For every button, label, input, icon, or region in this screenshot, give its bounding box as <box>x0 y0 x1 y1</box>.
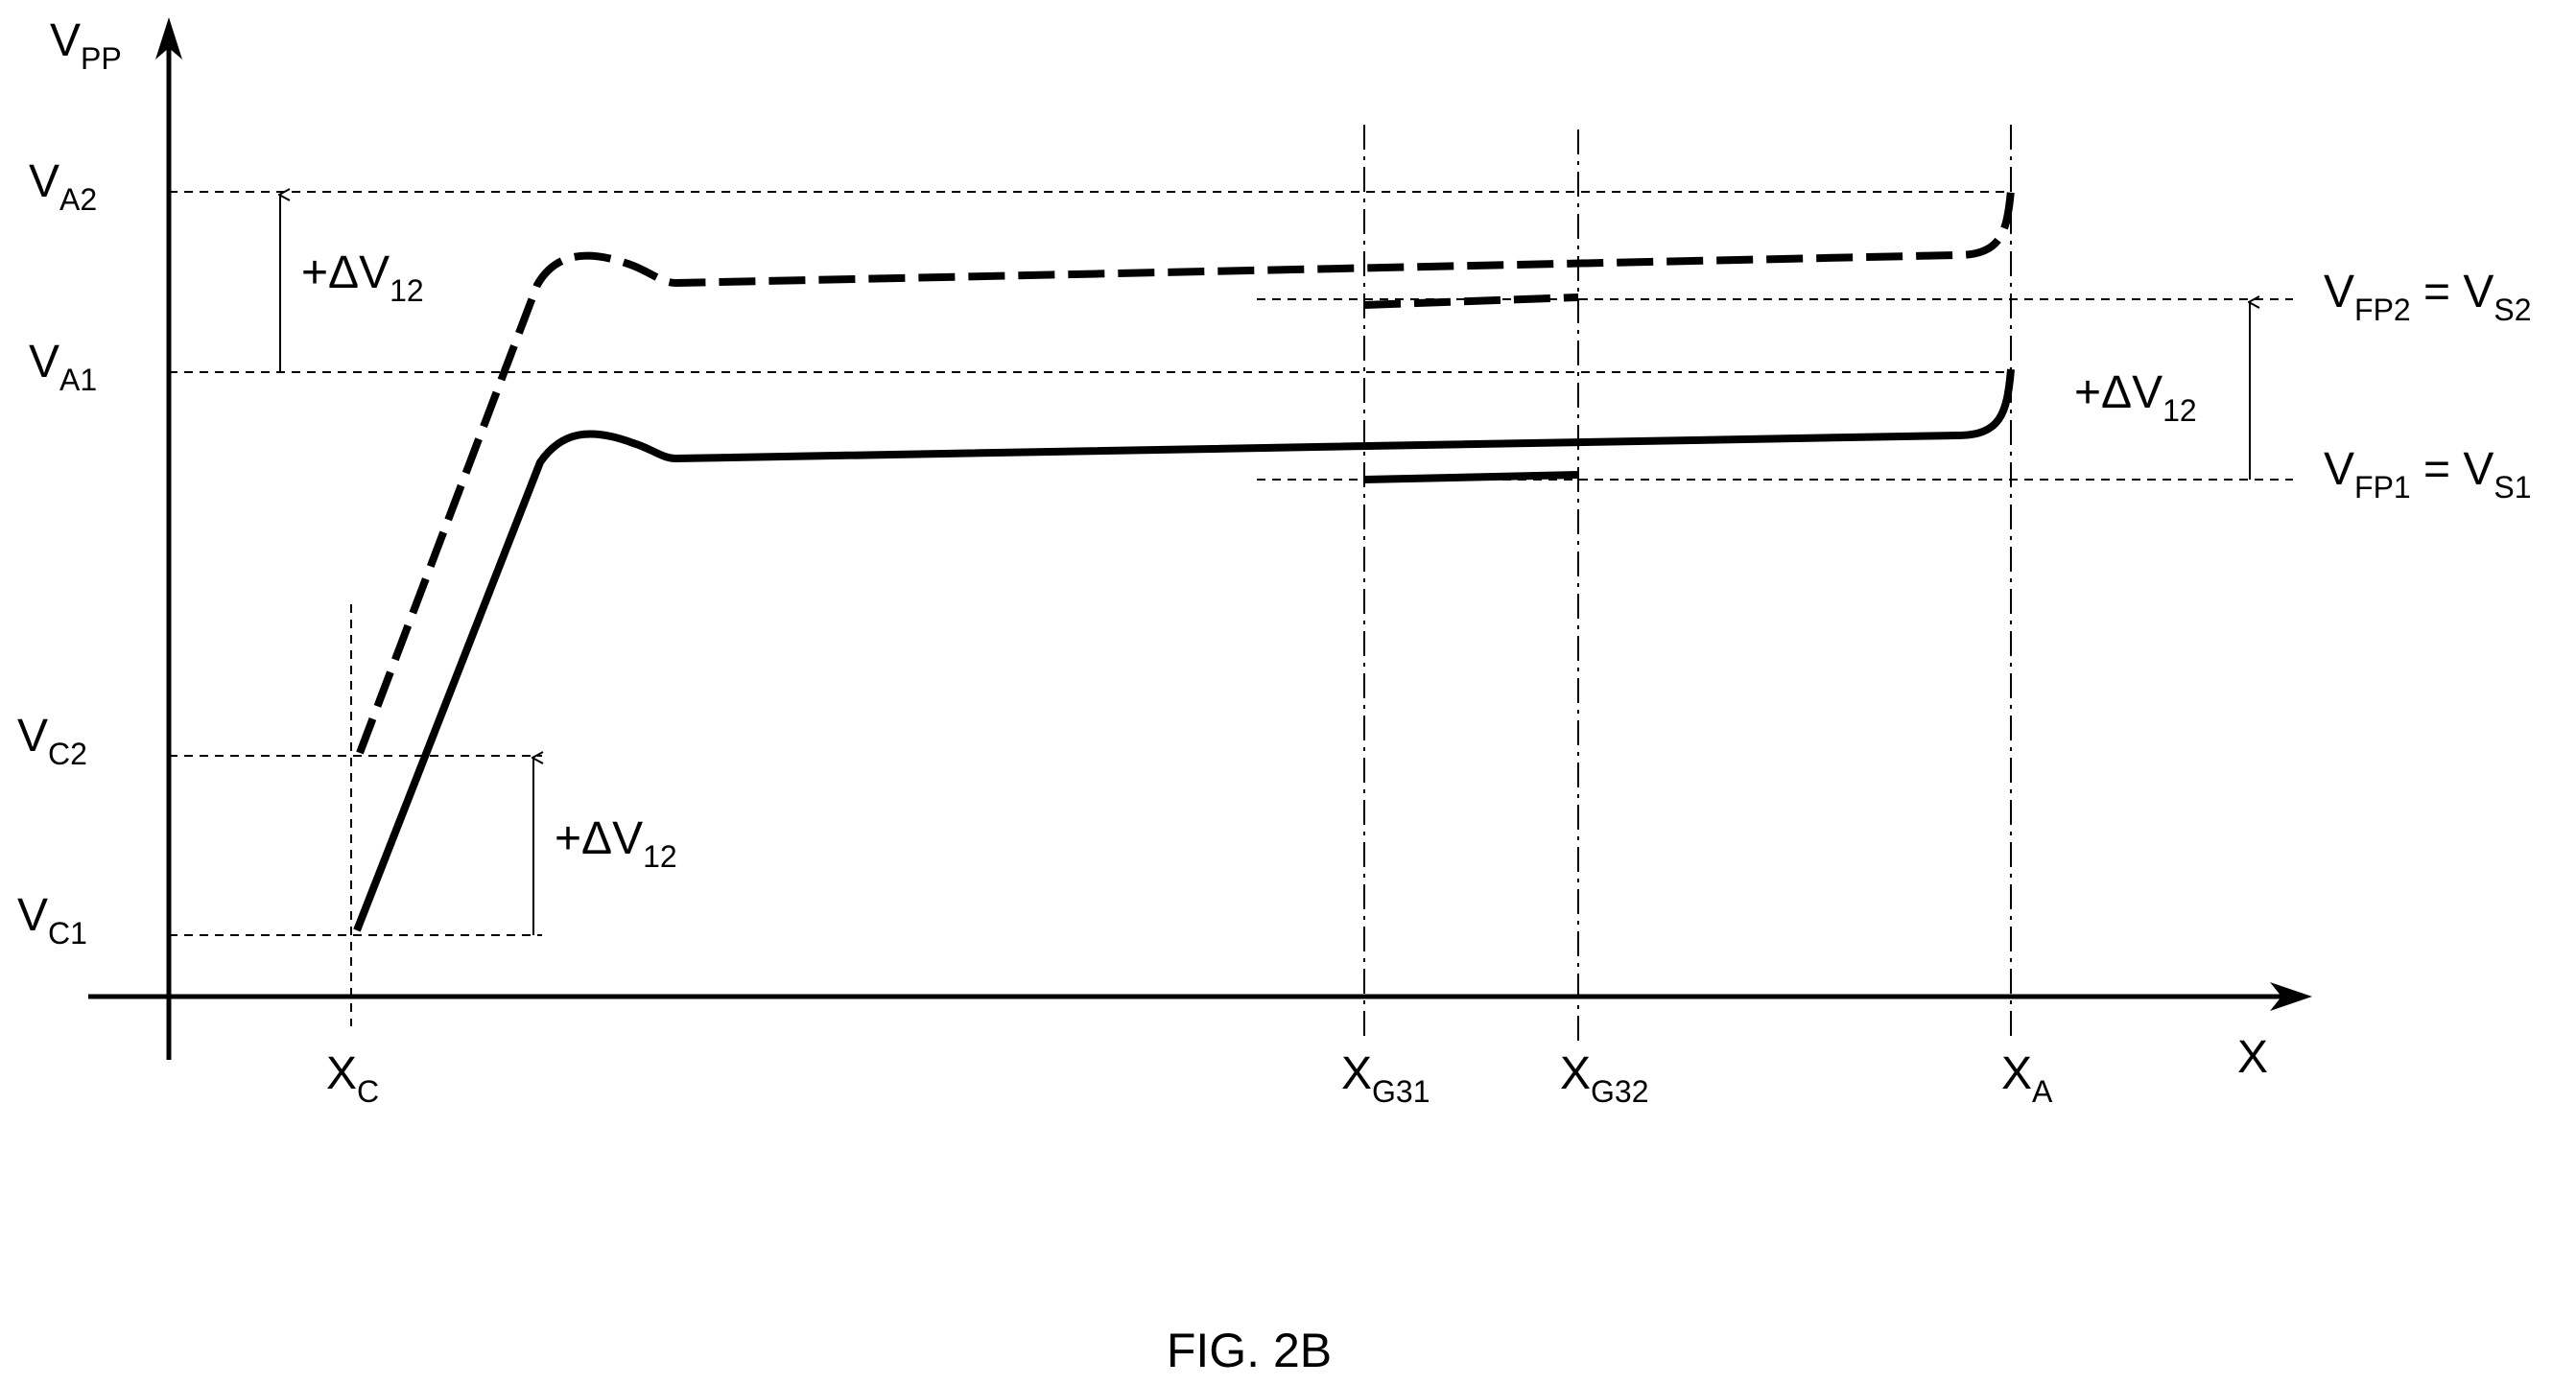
y-axis-arrowhead <box>155 17 182 59</box>
vertical-reference-lines <box>350 125 2012 1041</box>
solid-gate-segment <box>1363 471 1579 483</box>
solid-potential-curve <box>353 368 2015 932</box>
xa-label: XA <box>2001 1048 2053 1109</box>
vc1-label: VC1 <box>17 890 87 951</box>
xg31-label: XG31 <box>1341 1048 1430 1109</box>
vfp2-vs2-label: VFP2 = VS2 <box>2324 267 2532 327</box>
right-delta-label: +ΔV12 <box>2074 367 2197 428</box>
figure-caption: FIG. 2B <box>1167 1324 1332 1377</box>
dashed-gate-segment <box>1363 293 1579 309</box>
x-axis-label: X <box>2237 1032 2268 1083</box>
va2-label: VA2 <box>29 156 97 217</box>
y-axis-label: VPP <box>50 15 122 76</box>
xc-label: XC <box>326 1048 379 1109</box>
x-axis-arrowhead <box>2270 982 2312 1011</box>
vfp1-vs1-label: VFP1 = VS1 <box>2324 444 2532 505</box>
delta-arrows <box>280 195 2250 935</box>
xg32-label: XG32 <box>1560 1048 1649 1109</box>
horizontal-reference-lines <box>169 191 2293 936</box>
dashed-potential-curve <box>356 189 2015 755</box>
top-delta-label: +ΔV12 <box>301 247 424 308</box>
vc2-label: VC2 <box>17 711 87 771</box>
curves <box>353 189 2015 932</box>
va1-label: VA1 <box>29 337 97 397</box>
low-delta-label: +ΔV12 <box>555 813 677 874</box>
axes <box>88 17 2312 1060</box>
